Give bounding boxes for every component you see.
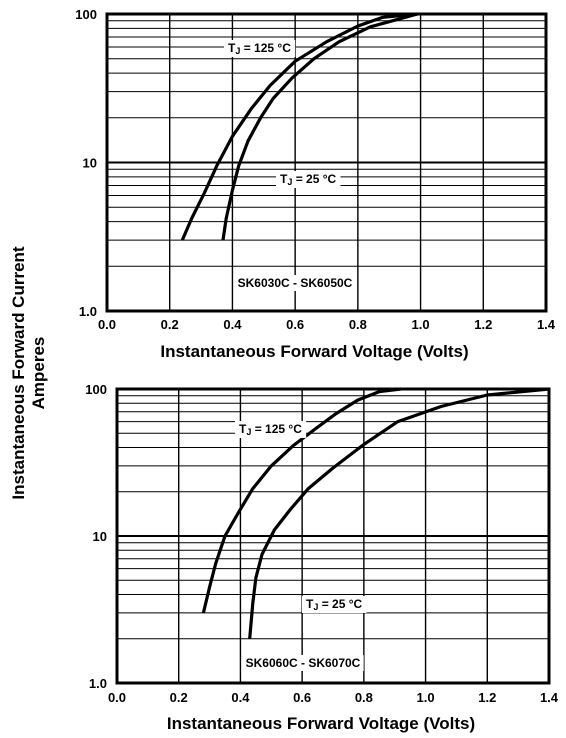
series-label-0: TJ = 125 °C xyxy=(228,41,291,56)
y-tick-label: 1.0 xyxy=(79,304,97,319)
part-number-bg xyxy=(242,655,364,671)
y-tick-label: 10 xyxy=(83,156,97,171)
part-number-bg xyxy=(234,275,356,291)
x-tick-label: 1.0 xyxy=(417,690,435,705)
series-label-1: TJ = 25 °C xyxy=(280,172,337,187)
plot-frame xyxy=(115,387,551,685)
x-tick-label: 1.2 xyxy=(478,690,496,705)
x-tick-label: 0.4 xyxy=(231,690,250,705)
x-tick-label: 0.6 xyxy=(286,317,304,332)
x-axis-title: Instantaneous Forward Voltage (Volts) xyxy=(167,714,475,733)
part-number-label: SK6060C - SK6070C xyxy=(246,656,361,670)
x-tick-label: 1.4 xyxy=(540,690,559,705)
x-tick-label: 0.0 xyxy=(108,690,126,705)
y-axis-title-line2: Amperes xyxy=(29,337,48,410)
part-number-label: SK6030C - SK6050C xyxy=(238,276,353,290)
x-tick-label: 1.0 xyxy=(412,317,430,332)
y-tick-label: 10 xyxy=(93,529,107,544)
series-label-0: TJ = 125 °C xyxy=(239,422,302,437)
plot-frame xyxy=(105,12,548,313)
series-label-bg-1 xyxy=(302,596,367,613)
x-tick-label: 0.2 xyxy=(161,317,179,332)
x-tick-label: 1.4 xyxy=(537,317,556,332)
series-label-bg-0 xyxy=(235,421,307,438)
x-tick-label: 0.2 xyxy=(170,690,188,705)
chart-top: 0.0 0.2 0.4 0.6 0.8 1.0 1.2 1.4 1.0 10 100 SK6030C … xyxy=(75,7,556,361)
y-tick-label: 100 xyxy=(85,382,107,397)
x-tick-label: 0.8 xyxy=(349,317,367,332)
x-tick-label: 0.0 xyxy=(98,317,116,332)
series-line-0 xyxy=(201,387,402,614)
series-label-bg-1 xyxy=(276,171,341,188)
x-tick-label: 1.2 xyxy=(474,317,492,332)
chart-bottom: 0.0 0.2 0.4 0.6 0.8 1.0 1.2 1.4 1.0 10 100 SK6060C … xyxy=(85,382,559,733)
y-axis-title-line1: Instantaneous Forward Current xyxy=(9,246,28,499)
series-line-0 xyxy=(180,12,418,241)
x-tick-label: 0.8 xyxy=(355,690,373,705)
x-tick-label: 0.6 xyxy=(293,690,311,705)
y-tick-label: 1.0 xyxy=(89,676,107,691)
series-line-1 xyxy=(221,12,418,241)
y-tick-label: 100 xyxy=(75,7,97,22)
x-tick-label: 0.4 xyxy=(223,317,242,332)
series-label-1: TJ = 25 °C xyxy=(306,597,363,612)
y-axis-title: Instantaneous Forward Current Amperes xyxy=(9,246,48,499)
x-axis-title: Instantaneous Forward Voltage (Volts) xyxy=(160,342,468,361)
series-label-bg-0 xyxy=(224,40,296,57)
series-line-1 xyxy=(248,387,550,639)
